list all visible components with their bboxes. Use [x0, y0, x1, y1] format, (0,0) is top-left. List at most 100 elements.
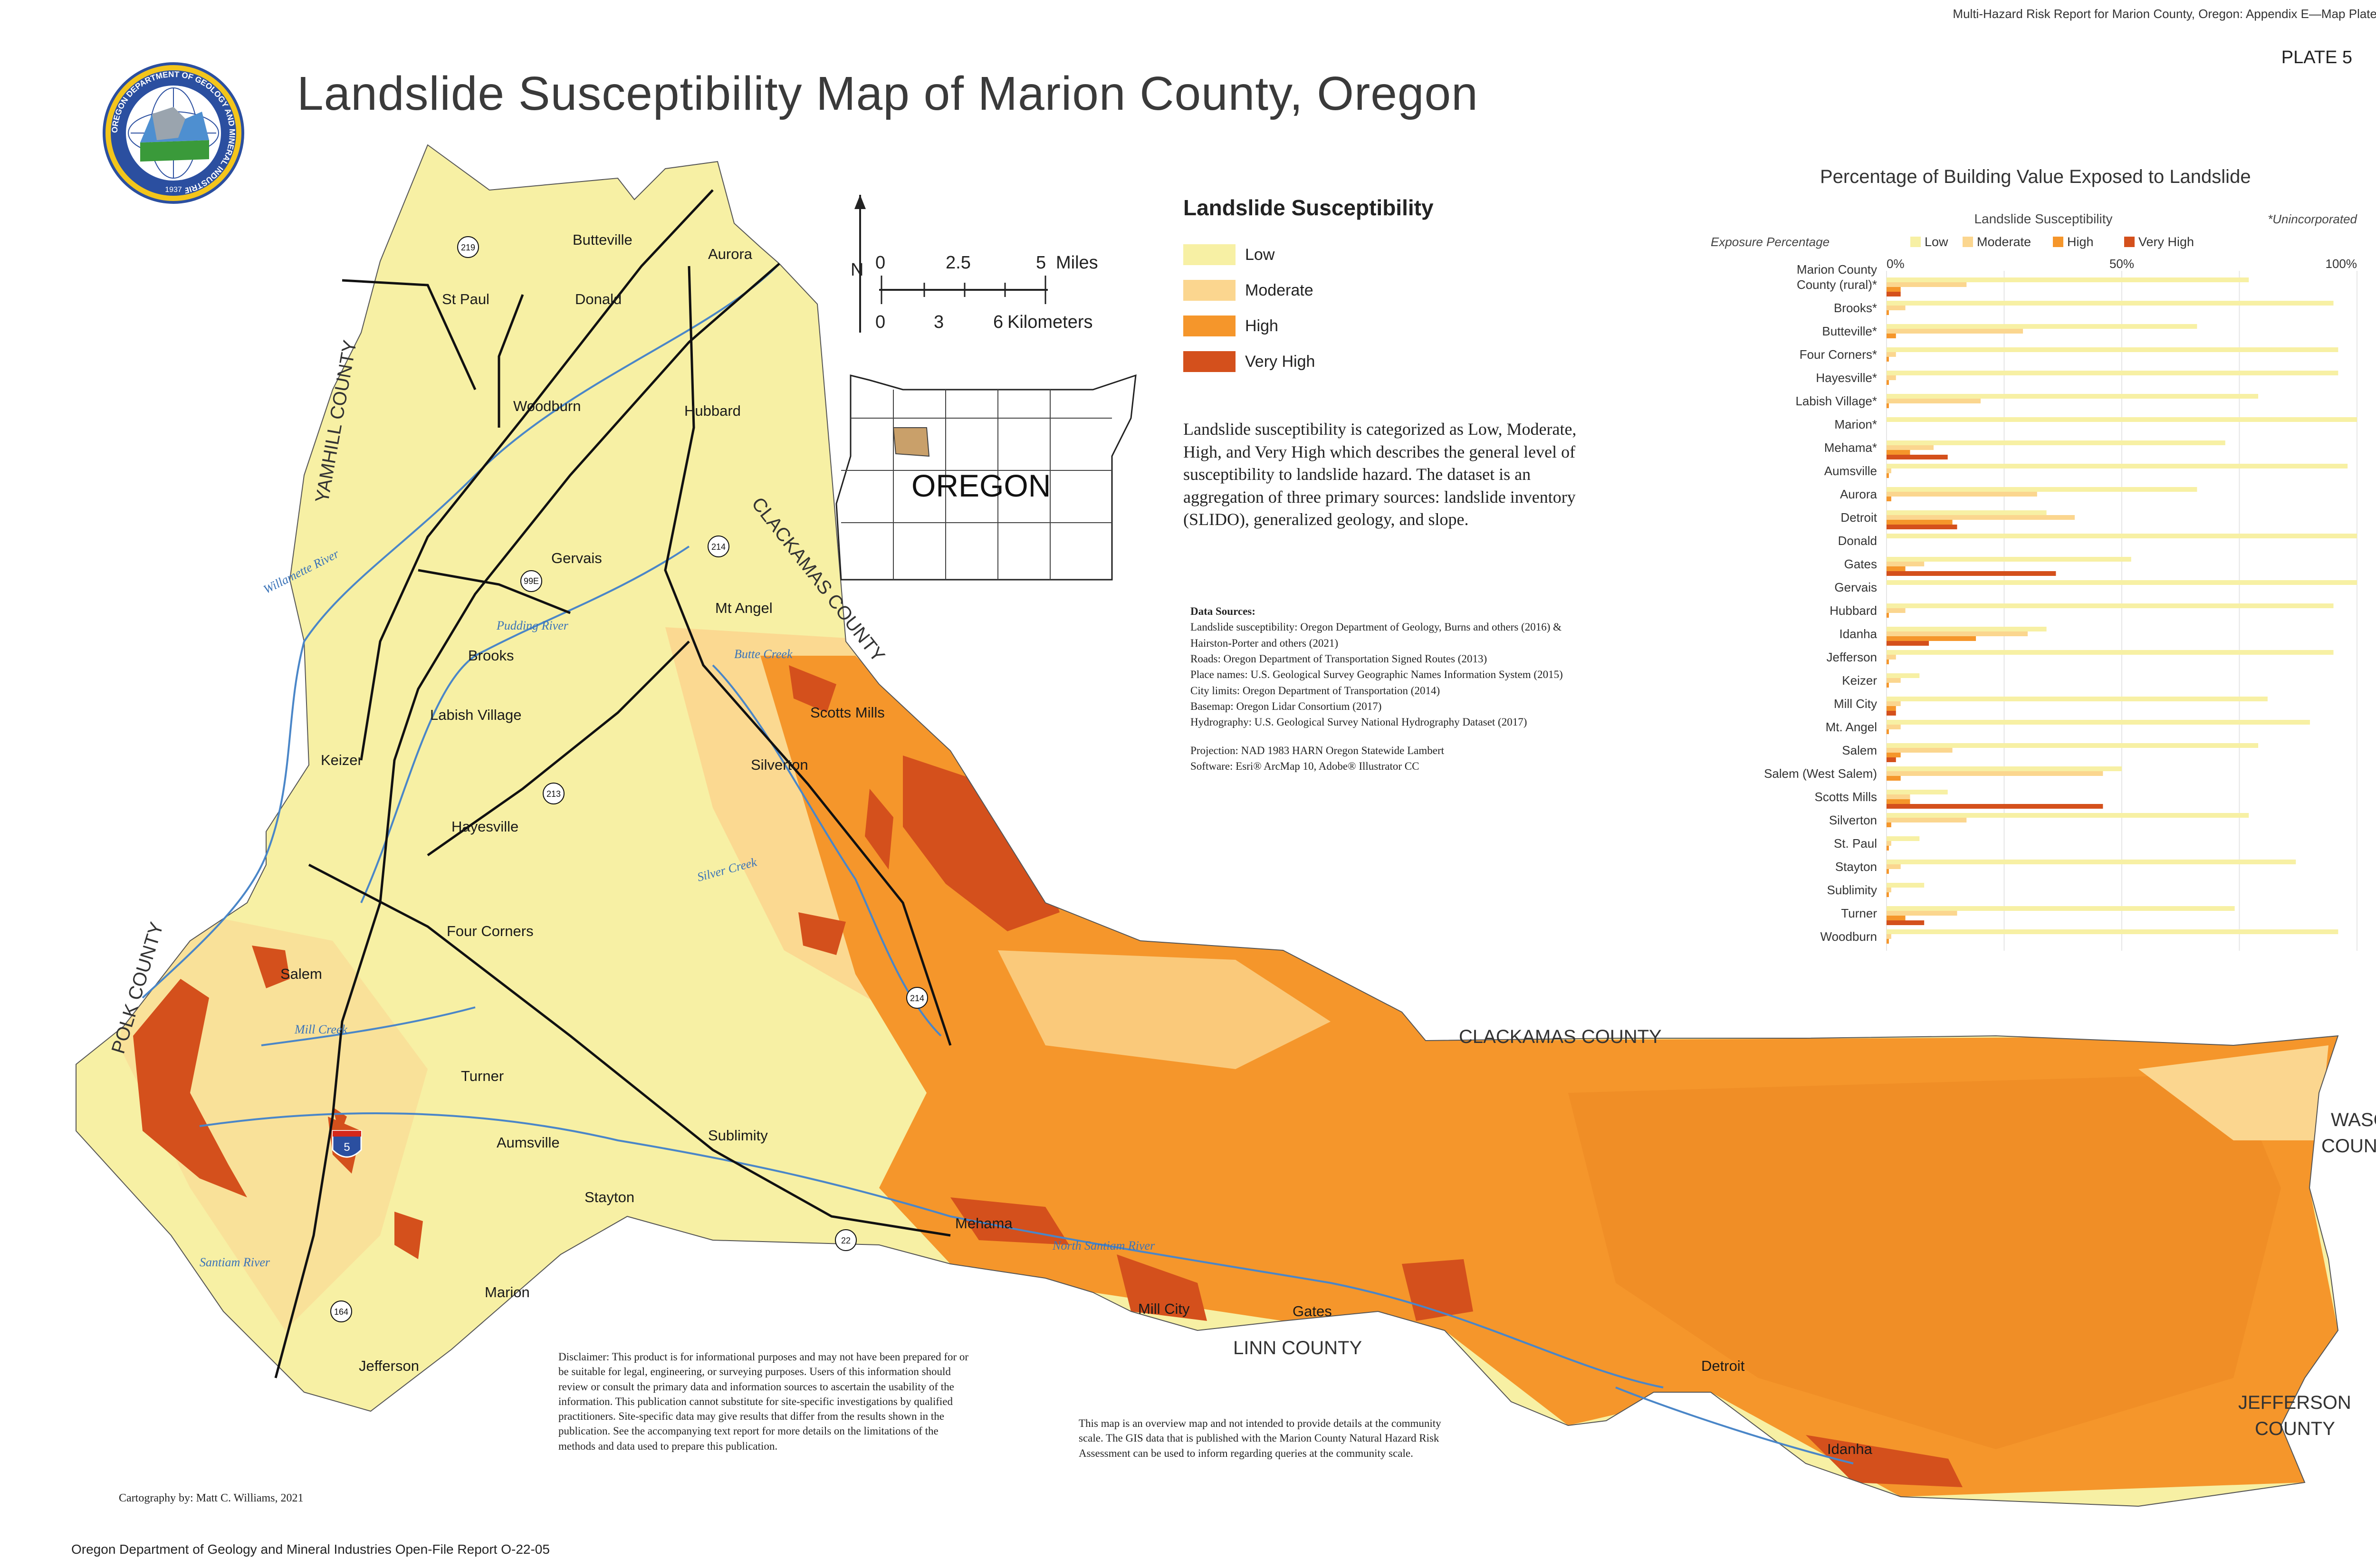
place-hubbard: Hubbard — [684, 402, 741, 419]
oregon-inset: OREGON — [835, 374, 1137, 581]
svg-text:22: 22 — [841, 1236, 851, 1245]
chart-bar-moderate — [1887, 631, 2028, 636]
chart-legend-label: Low — [1925, 235, 1948, 249]
chart-bar-moderate — [1887, 678, 1901, 683]
chart-category-label: County (rural)* — [1797, 277, 1877, 292]
susceptibility-zones — [119, 627, 2338, 1497]
chart-bar-moderate — [1887, 492, 2037, 497]
chart-category-label: Turner — [1841, 906, 1877, 920]
chart-legend-item: Moderate — [1963, 235, 2031, 249]
chart-bar-low — [1887, 813, 2249, 818]
place-jefferson: Jefferson — [359, 1358, 419, 1374]
seal-year: 1937 — [165, 186, 182, 194]
place-mehama: Mehama — [955, 1215, 1013, 1232]
place-four-corners: Four Corners — [447, 923, 534, 939]
legend-swatch-high — [1183, 316, 1236, 336]
chart-category-label: Donald — [1838, 534, 1877, 548]
river-mill-creek: Mill Creek — [294, 1023, 347, 1036]
source-line: Hydrography: U.S. Geological Survey Nati… — [1190, 716, 1527, 728]
chart-bar-high — [1887, 380, 1889, 385]
route-213-shield: 213 — [543, 783, 565, 804]
chart-bar-low — [1887, 277, 2249, 282]
place-idanha: Idanha — [1827, 1441, 1873, 1457]
chart-bar-low — [1887, 510, 2047, 515]
legend-swatch-moderate — [1183, 280, 1236, 301]
chart-bar-low — [1887, 790, 1948, 794]
place-mill-city: Mill City — [1138, 1300, 1190, 1317]
source-line: Hairston-Porter and others (2021) — [1190, 637, 1339, 649]
chart-bar-high — [1887, 566, 1906, 571]
scale-mi-mid: 2.5 — [946, 253, 971, 273]
chart-bar-low — [1887, 929, 2338, 934]
chart-bar-moderate — [1887, 608, 1906, 613]
chart-bar-high — [1887, 473, 1889, 478]
chart-bar-low — [1887, 580, 2357, 585]
scale-mi-max: 5 — [1036, 253, 1046, 273]
route-shields: 219 214 99E 213 214 5 22 164 — [330, 236, 928, 1322]
chart-bar-high — [1887, 357, 1889, 362]
river-north-santiam: North Santiam River — [1052, 1239, 1155, 1252]
chart-bar-moderate — [1887, 306, 1906, 310]
chart-category-label: Aumsville — [1824, 464, 1877, 478]
chart-bar-moderate — [1887, 562, 1925, 566]
place-aumsville: Aumsville — [497, 1134, 560, 1151]
chart-bar-low — [1887, 906, 2235, 911]
place-mt-angel: Mt Angel — [715, 600, 773, 616]
chart-bar-moderate — [1887, 445, 1934, 450]
chart-category-label: Labish Village* — [1795, 394, 1877, 408]
chart-bar-low — [1887, 766, 2122, 771]
chart-bar-moderate — [1887, 818, 1967, 822]
chart-bar-high — [1887, 869, 1889, 874]
exposure-chart: Landslide Susceptibility *Unincorporated… — [1711, 211, 2358, 951]
chart-bar-moderate — [1887, 468, 1891, 473]
place-gates: Gates — [1293, 1303, 1332, 1319]
source-line: Landslide susceptibility: Oregon Departm… — [1190, 621, 1562, 633]
map-title: Landslide Susceptibility Map of Marion C… — [297, 67, 1478, 120]
chart-category-label: Keizer — [1842, 673, 1877, 688]
map-description: Landslide susceptibility is categorized … — [1183, 420, 1577, 529]
scale-km-unit: Kilometers — [1007, 312, 1093, 332]
chart-bar-high — [1887, 450, 1910, 455]
chart-category-label: Sublimity — [1827, 883, 1877, 897]
chart-legend-label: Very High — [2138, 235, 2194, 249]
chart-category-label: Aurora — [1840, 487, 1878, 501]
chart-bar-very-high — [1887, 525, 1957, 529]
route-22-shield: 22 — [835, 1229, 857, 1251]
chart-bar-low — [1887, 417, 2357, 422]
interstate-5-shield: 5 — [332, 1130, 362, 1158]
county-linn: LINN COUNTY — [1233, 1338, 1362, 1358]
data-sources: Data Sources: Landslide susceptibility: … — [1190, 603, 1713, 774]
chart-bar-low — [1887, 836, 1920, 841]
chart-bar-high — [1887, 520, 1953, 525]
roads — [274, 189, 952, 1378]
place-keizer: Keizer — [321, 752, 363, 768]
legend-item-very-high: Very High — [1183, 349, 1315, 374]
chart-category-label: Marion County — [1797, 262, 1877, 277]
chart-bar-very-high — [1887, 757, 1896, 762]
chart-bar-low — [1887, 534, 2357, 538]
chart-category-label: Mt. Angel — [1826, 720, 1877, 734]
chart-category-label: Silverton — [1829, 813, 1877, 827]
overview-note: This map is an overview map and not inte… — [1079, 1417, 1441, 1459]
chart-bar-high — [1887, 334, 1896, 338]
scale-km-max: 6 — [993, 312, 1003, 332]
chart-subtitle: Landslide Susceptibility — [1974, 211, 2112, 226]
chart-category-label: Brooks* — [1834, 301, 1877, 315]
chart-bar-very-high — [1887, 641, 1929, 646]
chart-bar-moderate — [1887, 911, 1957, 916]
scale-km-mid: 3 — [934, 312, 944, 332]
county-jefferson-2: COUNTY — [2255, 1418, 2335, 1439]
inset-label: OREGON — [911, 468, 1051, 503]
place-aurora: Aurora — [708, 246, 753, 262]
chart-legend-swatch — [1963, 237, 1973, 247]
chart-ticks: 0% 50% 100% — [1887, 257, 2357, 271]
legend-title: Landslide Susceptibility — [1183, 195, 1434, 220]
chart-category-label: Stayton — [1835, 860, 1877, 874]
scale-mi-0: 0 — [875, 253, 885, 273]
chart-bar-low — [1887, 883, 1925, 888]
county-jefferson-1: JEFFERSON — [2238, 1392, 2351, 1413]
chart-category-label: Marion* — [1834, 417, 1877, 431]
chart-category-label: Jefferson — [1827, 650, 1877, 664]
